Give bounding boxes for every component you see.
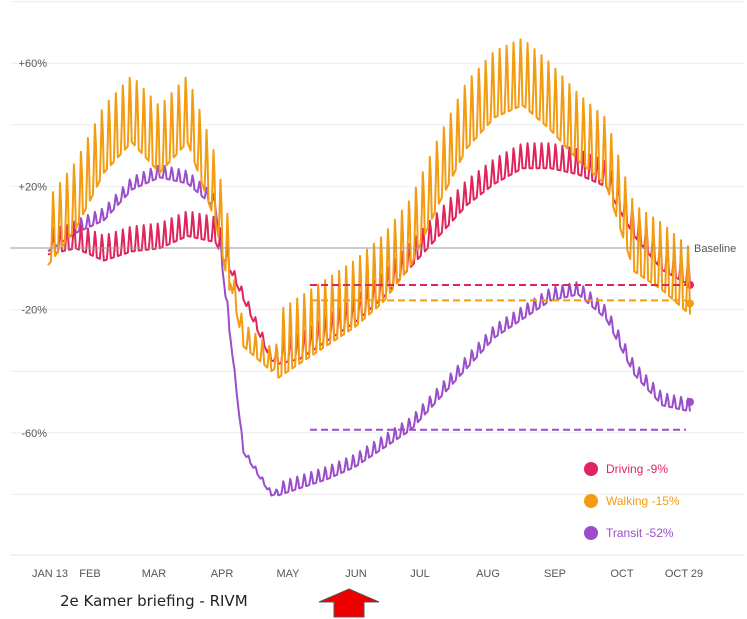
up-arrow-icon (318, 588, 380, 618)
series-lines (47, 38, 694, 497)
grid-lines (10, 1, 745, 556)
x-tick-label: OCT (610, 568, 634, 580)
reference-lines (310, 283, 686, 431)
x-tick-label: APR (211, 568, 234, 580)
legend-label: Transit -52% (606, 526, 674, 540)
x-tick-label: AUG (476, 568, 500, 580)
y-tick-label: -20% (21, 305, 47, 317)
x-axis-ticks: JAN 13 FEB MAR APR MAY JUN JUL AUG SEP OCT OCT 29 (32, 568, 703, 580)
legend-label: Driving -9% (606, 462, 668, 476)
series-end-marker (686, 299, 694, 308)
x-tick-label: MAY (276, 568, 300, 580)
series-line (47, 38, 691, 379)
legend-marker (584, 462, 598, 476)
x-tick-label: OCT 29 (665, 568, 703, 580)
legend-label: Walking -15% (606, 494, 680, 508)
x-tick-label: JUL (410, 568, 430, 580)
x-tick-label: FEB (79, 568, 100, 580)
y-axis-ticks: +60% +20% -20% -60% (19, 58, 48, 440)
baseline-label: Baseline (694, 243, 736, 255)
y-tick-label: -60% (21, 428, 47, 440)
x-tick-label: MAR (142, 568, 167, 580)
legend-marker (584, 494, 598, 508)
x-tick-label: SEP (544, 568, 566, 580)
legend: Driving -9% Walking -15% Transit -52% (584, 462, 680, 540)
x-tick-label: JAN 13 (32, 568, 68, 580)
series-line (47, 164, 691, 497)
series-end-marker (686, 398, 694, 406)
legend-marker (584, 526, 598, 540)
x-tick-label: JUN (345, 568, 366, 580)
caption: 2e Kamer briefing - RIVM (60, 592, 248, 610)
y-tick-label: +60% (19, 58, 48, 70)
mobility-trends-chart: +60% +20% -20% -60% JAN 13 FEB MAR APR MAY JUN JU… (10, 1, 745, 580)
y-tick-label: +20% (19, 181, 48, 193)
